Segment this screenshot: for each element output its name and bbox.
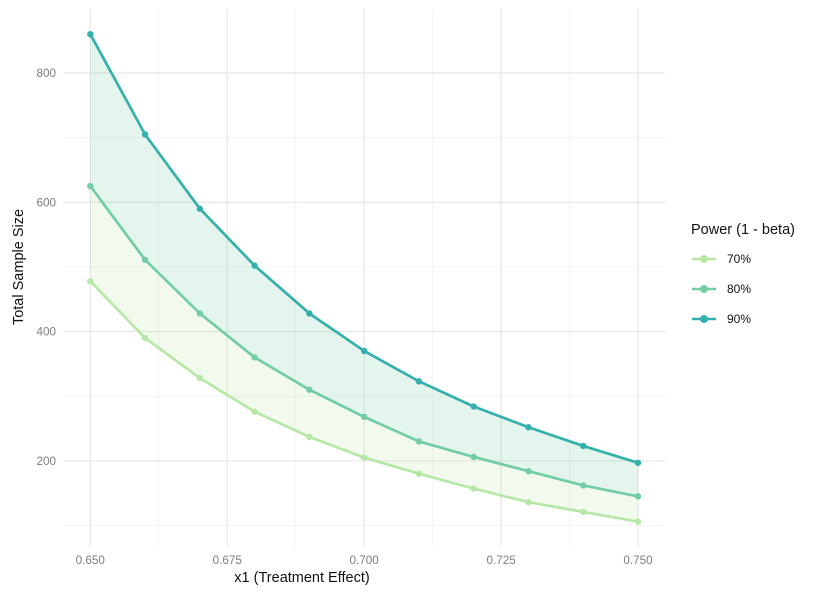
- data-point-70: [360, 454, 368, 461]
- data-point-80: [196, 310, 204, 317]
- data-point-90: [470, 403, 477, 410]
- data-point-90: [360, 347, 368, 355]
- data-point-70: [415, 470, 423, 477]
- legend-item-70: 70%: [691, 251, 795, 267]
- data-point-70: [87, 277, 94, 285]
- legend-label-70: 70%: [727, 252, 752, 266]
- legend-item-90: 90%: [691, 311, 795, 327]
- x-tick-label: 0.725: [486, 554, 516, 567]
- ribbon-80: [90, 34, 639, 497]
- legend-key-70-icon: [692, 255, 716, 263]
- y-tick-label: 400: [36, 326, 56, 339]
- legend-title: Power (1 - beta): [691, 222, 795, 238]
- data-point-90: [634, 459, 642, 466]
- data-point-70: [196, 374, 204, 382]
- legend-item-80: 80%: [691, 281, 795, 297]
- legend-key-dot: [700, 315, 708, 323]
- data-point-80: [470, 453, 477, 461]
- legend-label-80: 80%: [727, 282, 752, 296]
- data-point-90: [306, 310, 313, 317]
- data-point-90: [525, 424, 532, 431]
- x-tick-label: 0.750: [623, 554, 653, 567]
- data-point-90: [196, 205, 204, 212]
- data-point-90: [251, 262, 258, 269]
- y-tick-label: 800: [36, 67, 56, 80]
- legend-label-90: 90%: [727, 312, 752, 326]
- data-point-70: [251, 408, 258, 415]
- legend-key-90-icon: [692, 315, 716, 323]
- data-point-80: [525, 467, 532, 475]
- y-tick-label: 200: [36, 455, 56, 468]
- data-point-70: [525, 498, 532, 506]
- data-point-70: [470, 485, 477, 492]
- data-point-80: [141, 256, 149, 264]
- x-tick-label: 0.650: [76, 554, 106, 567]
- data-point-70: [580, 508, 587, 516]
- legend-key-dot: [700, 255, 708, 263]
- data-point-90: [141, 131, 149, 138]
- y-axis-title: Total Sample Size: [11, 208, 27, 326]
- data-point-90: [415, 378, 423, 385]
- x-axis-title: x1 (Treatment Effect): [234, 570, 370, 586]
- data-point-70: [634, 518, 642, 525]
- data-point-80: [251, 354, 258, 361]
- data-point-80: [415, 438, 423, 445]
- legend: Power (1 - beta) 70% 80% 90%: [691, 222, 795, 341]
- data-point-80: [580, 482, 587, 489]
- data-point-90: [87, 31, 94, 38]
- data-point-80: [87, 182, 94, 190]
- data-point-80: [306, 386, 313, 393]
- data-point-80: [634, 493, 642, 500]
- y-tick-label: 600: [36, 196, 56, 209]
- x-tick-label: 0.700: [350, 554, 380, 567]
- legend-key-80-icon: [692, 285, 716, 293]
- data-point-80: [360, 413, 368, 421]
- x-tick-label: 0.675: [213, 554, 243, 567]
- data-point-70: [306, 433, 313, 441]
- data-point-90: [580, 442, 587, 450]
- legend-key-dot: [700, 285, 708, 293]
- data-point-70: [141, 334, 149, 342]
